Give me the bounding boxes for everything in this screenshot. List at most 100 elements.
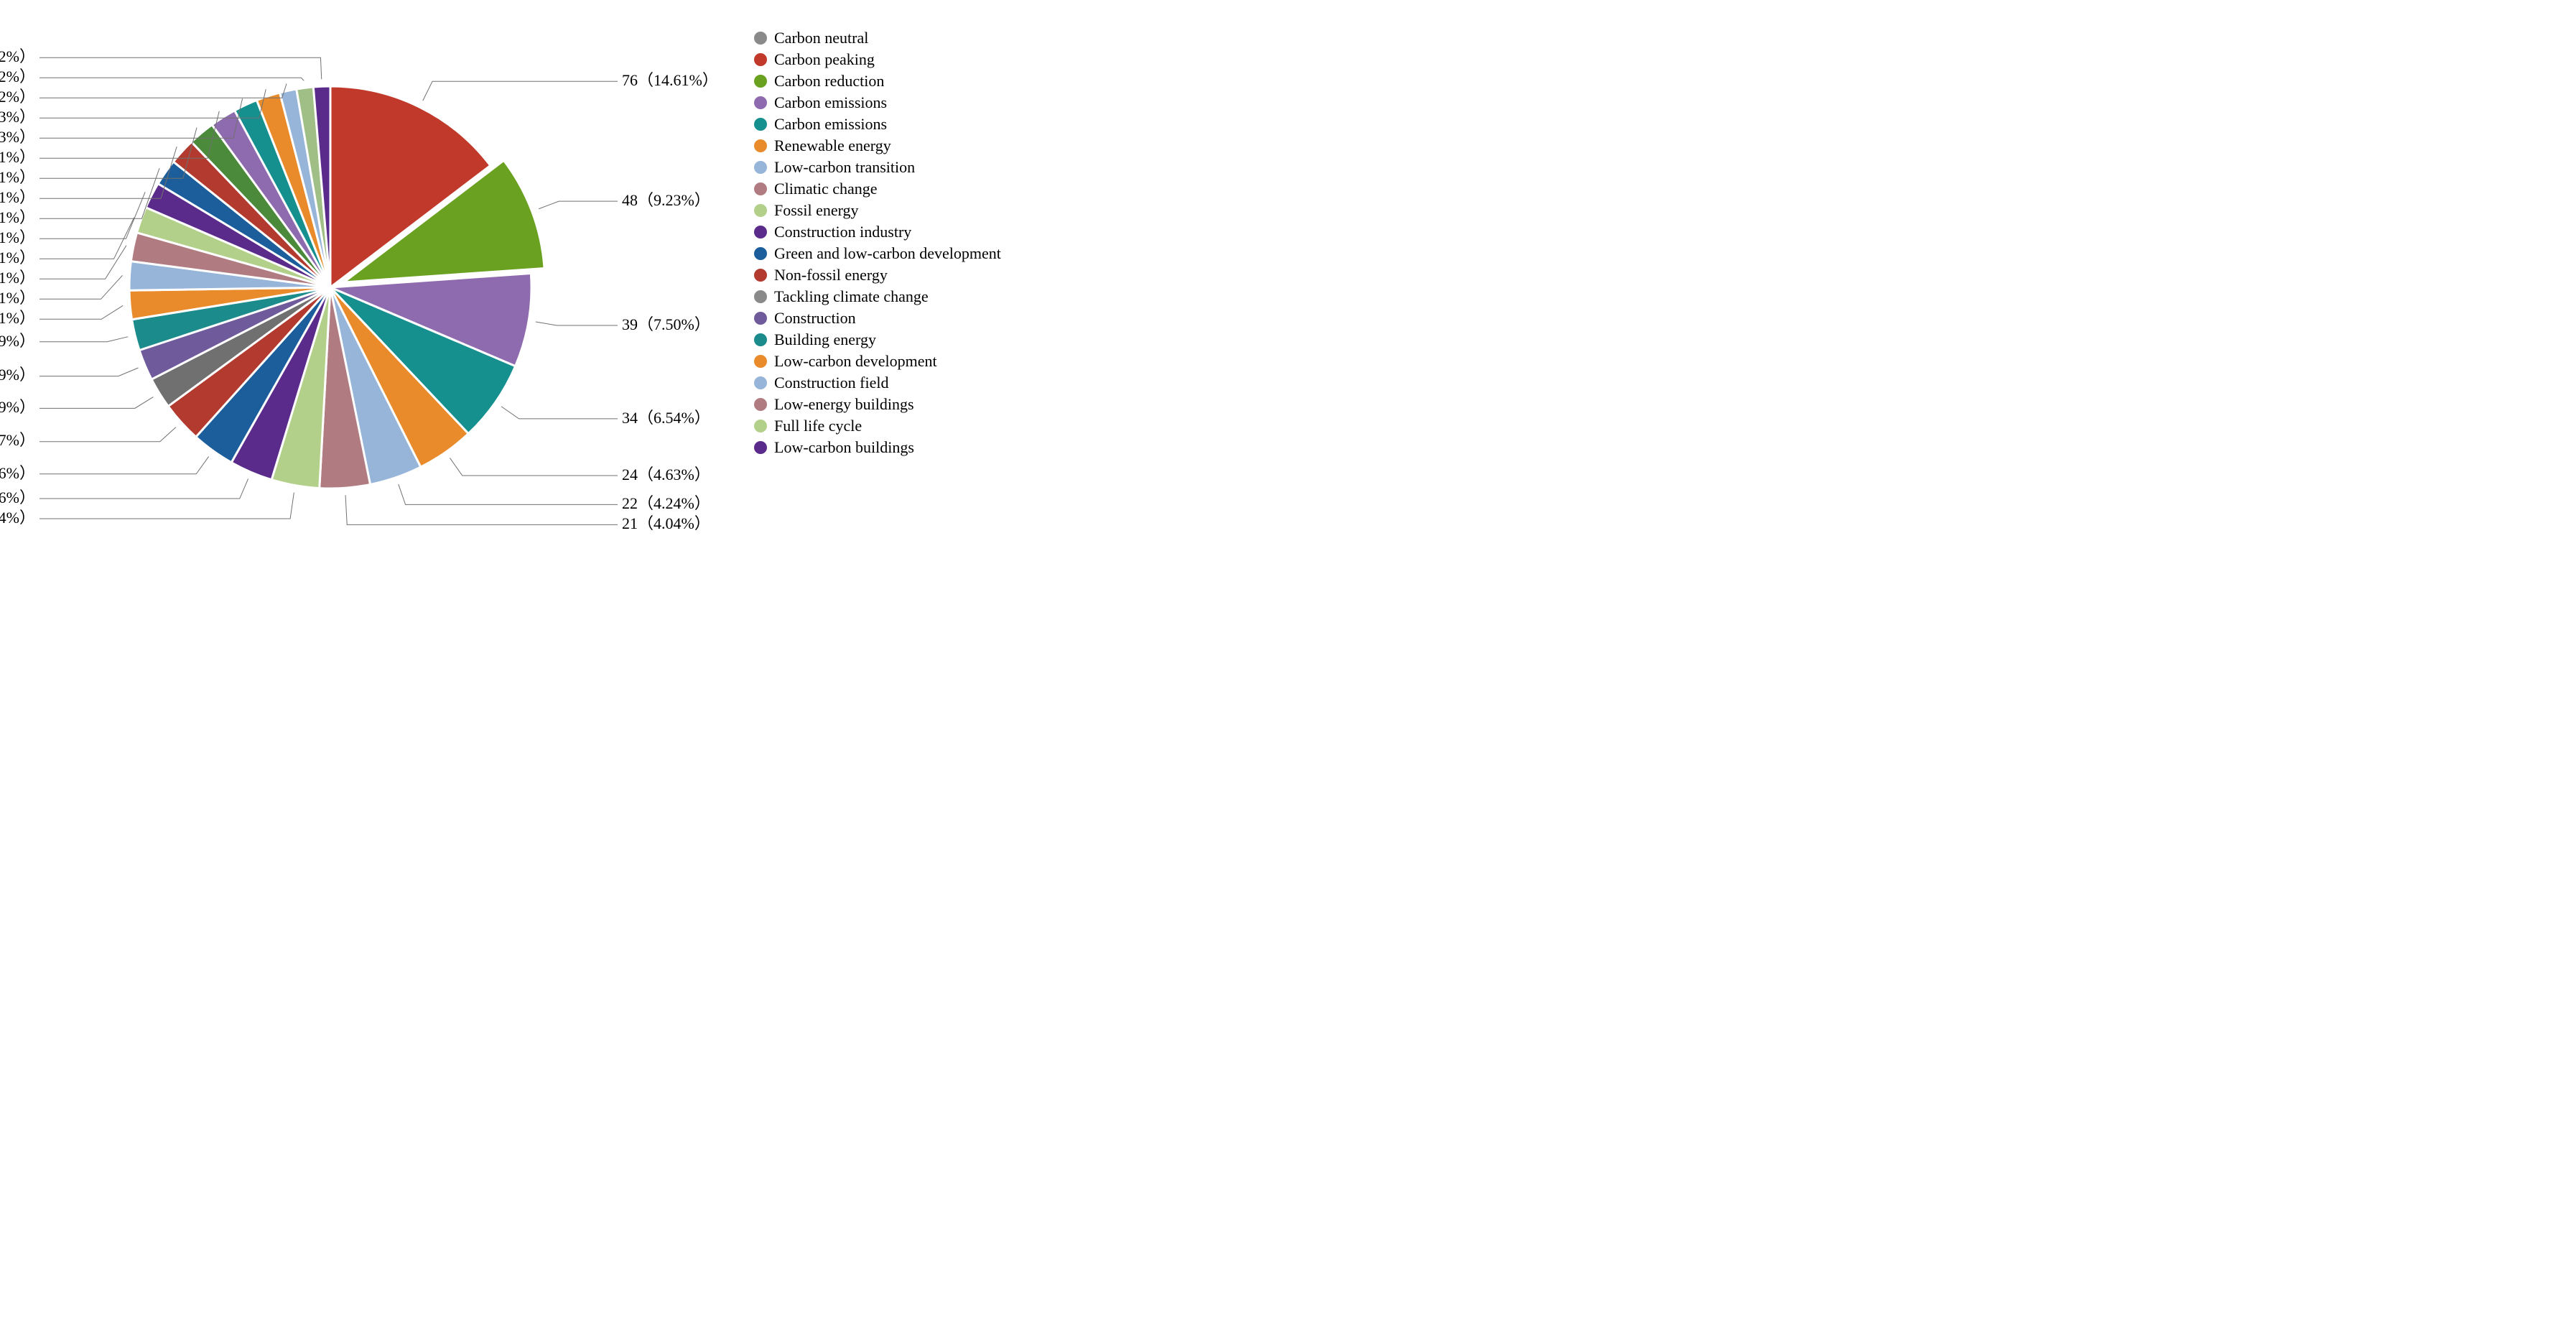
legend-dot-icon bbox=[754, 312, 767, 325]
leader-line bbox=[39, 78, 304, 80]
legend-dot-icon bbox=[754, 376, 767, 389]
slice-label: 21（4.04%） bbox=[622, 515, 710, 532]
legend-label: Building energy bbox=[774, 330, 876, 349]
legend-item: Construction industry bbox=[754, 223, 1084, 241]
chart-wrap: 76（14.61%）48（9.23%）39（7.50%）34（6.54%）24（… bbox=[0, 0, 1099, 565]
legend-item: Non-fossil energy bbox=[754, 266, 1084, 284]
leader-line bbox=[501, 407, 618, 419]
legend: Carbon neutral Carbon peaking Carbon reduc… bbox=[754, 29, 1084, 460]
legend-label: Carbon reduction bbox=[774, 72, 884, 91]
slice-label: 11（2.11%） bbox=[0, 229, 35, 246]
slice-label: 7（1.42%） bbox=[0, 68, 35, 85]
legend-dot-icon bbox=[754, 441, 767, 454]
legend-label: Green and low-carbon development bbox=[774, 244, 1001, 263]
legend-dot-icon bbox=[754, 204, 767, 217]
slice-label: 24（4.63%） bbox=[622, 466, 710, 483]
legend-dot-icon bbox=[754, 333, 767, 346]
slice-label: 10（1.93%） bbox=[0, 129, 35, 146]
legend-dot-icon bbox=[754, 226, 767, 239]
legend-item: Carbon emissions bbox=[754, 93, 1084, 112]
legend-dot-icon bbox=[754, 355, 767, 368]
legend-item: Low-carbon buildings bbox=[754, 438, 1084, 457]
leader-line bbox=[39, 493, 294, 519]
leader-line bbox=[39, 246, 126, 279]
leader-line bbox=[39, 478, 248, 499]
leader-line bbox=[539, 201, 618, 209]
legend-dot-icon bbox=[754, 269, 767, 282]
legend-label: Climatic change bbox=[774, 180, 878, 198]
legend-label: Low-carbon buildings bbox=[774, 438, 914, 457]
legend-item: Construction field bbox=[754, 374, 1084, 392]
legend-label: Carbon peaking bbox=[774, 50, 875, 69]
legend-dot-icon bbox=[754, 139, 767, 152]
slice-label: 12（2.31%） bbox=[0, 310, 35, 327]
leader-line bbox=[423, 81, 618, 101]
slice-label: 11（2.11%） bbox=[0, 209, 35, 226]
legend-label: Low-carbon transition bbox=[774, 158, 915, 177]
legend-label: Carbon neutral bbox=[774, 29, 868, 47]
leader-line bbox=[39, 427, 176, 442]
legend-item: Fossil energy bbox=[754, 201, 1084, 220]
legend-dot-icon bbox=[754, 420, 767, 432]
slice-label: 11（2.11%） bbox=[0, 149, 35, 166]
legend-dot-icon bbox=[754, 290, 767, 303]
leader-line bbox=[39, 57, 322, 79]
leader-line bbox=[399, 484, 618, 504]
leader-line bbox=[39, 456, 209, 473]
legend-item: Construction bbox=[754, 309, 1084, 328]
legend-dot-icon bbox=[754, 118, 767, 131]
legend-item: Carbon peaking bbox=[754, 50, 1084, 69]
legend-item: Building energy bbox=[754, 330, 1084, 349]
legend-item: Renewable energy bbox=[754, 136, 1084, 155]
pie-container: 76（14.61%）48（9.23%）39（7.50%）34（6.54%）24（… bbox=[0, 0, 733, 565]
legend-label: Construction industry bbox=[774, 223, 911, 241]
slice-label: 12（2.31%） bbox=[0, 290, 35, 307]
leader-line bbox=[39, 368, 138, 376]
leader-line bbox=[39, 168, 159, 218]
legend-label: Low-energy buildings bbox=[774, 395, 914, 414]
slice-label: 48（9.23%） bbox=[622, 192, 710, 209]
slice-label: 18（3.46%） bbox=[0, 489, 35, 506]
legend-item: Green and low-carbon development bbox=[754, 244, 1084, 263]
legend-label: Fossil energy bbox=[774, 201, 859, 220]
legend-dot-icon bbox=[754, 53, 767, 66]
legend-item: Climatic change bbox=[754, 180, 1084, 198]
leader-line bbox=[39, 305, 123, 319]
slice-label: 20（3.84%） bbox=[0, 509, 35, 527]
legend-item: Carbon emissions bbox=[754, 115, 1084, 134]
leader-line bbox=[536, 322, 618, 325]
legend-dot-icon bbox=[754, 161, 767, 174]
leader-line bbox=[39, 192, 145, 239]
slice-label: 7（1.42%） bbox=[0, 48, 35, 65]
legend-label: Renewable energy bbox=[774, 136, 891, 155]
legend-label: Construction field bbox=[774, 374, 888, 392]
legend-dot-icon bbox=[754, 75, 767, 88]
legend-item: Full life cycle bbox=[754, 417, 1084, 435]
legend-label: Carbon emissions bbox=[774, 93, 887, 112]
slice-label: 7（1.42%） bbox=[0, 88, 35, 106]
legend-item: Low-energy buildings bbox=[754, 395, 1084, 414]
slice-label: 18（3.46%） bbox=[0, 465, 35, 482]
leader-line bbox=[39, 218, 134, 259]
slice-label: 76（14.61%） bbox=[622, 72, 718, 89]
legend-label: Carbon emissions bbox=[774, 115, 887, 134]
slice-label: 13（2.49%） bbox=[0, 399, 35, 416]
legend-dot-icon bbox=[754, 247, 767, 260]
leader-line bbox=[345, 495, 618, 524]
leader-line bbox=[39, 337, 128, 342]
slice-label: 22（4.24%） bbox=[622, 495, 710, 512]
slice-label: 13（2.49%） bbox=[0, 333, 35, 350]
legend-label: Tackling climate change bbox=[774, 287, 929, 306]
legend-label: Low-carbon development bbox=[774, 352, 937, 371]
legend-label: Construction bbox=[774, 309, 856, 328]
slice-label: 11（2.11%） bbox=[0, 249, 35, 267]
legend-label: Full life cycle bbox=[774, 417, 862, 435]
leader-line bbox=[39, 83, 287, 98]
slice-label: 10（1.93%） bbox=[0, 108, 35, 126]
legend-item: Carbon neutral bbox=[754, 29, 1084, 47]
leader-line bbox=[450, 458, 618, 476]
slice-label: 39（7.50%） bbox=[622, 316, 710, 333]
legend-dot-icon bbox=[754, 96, 767, 109]
legend-dot-icon bbox=[754, 398, 767, 411]
slice-label: 17（3.27%） bbox=[0, 432, 35, 449]
